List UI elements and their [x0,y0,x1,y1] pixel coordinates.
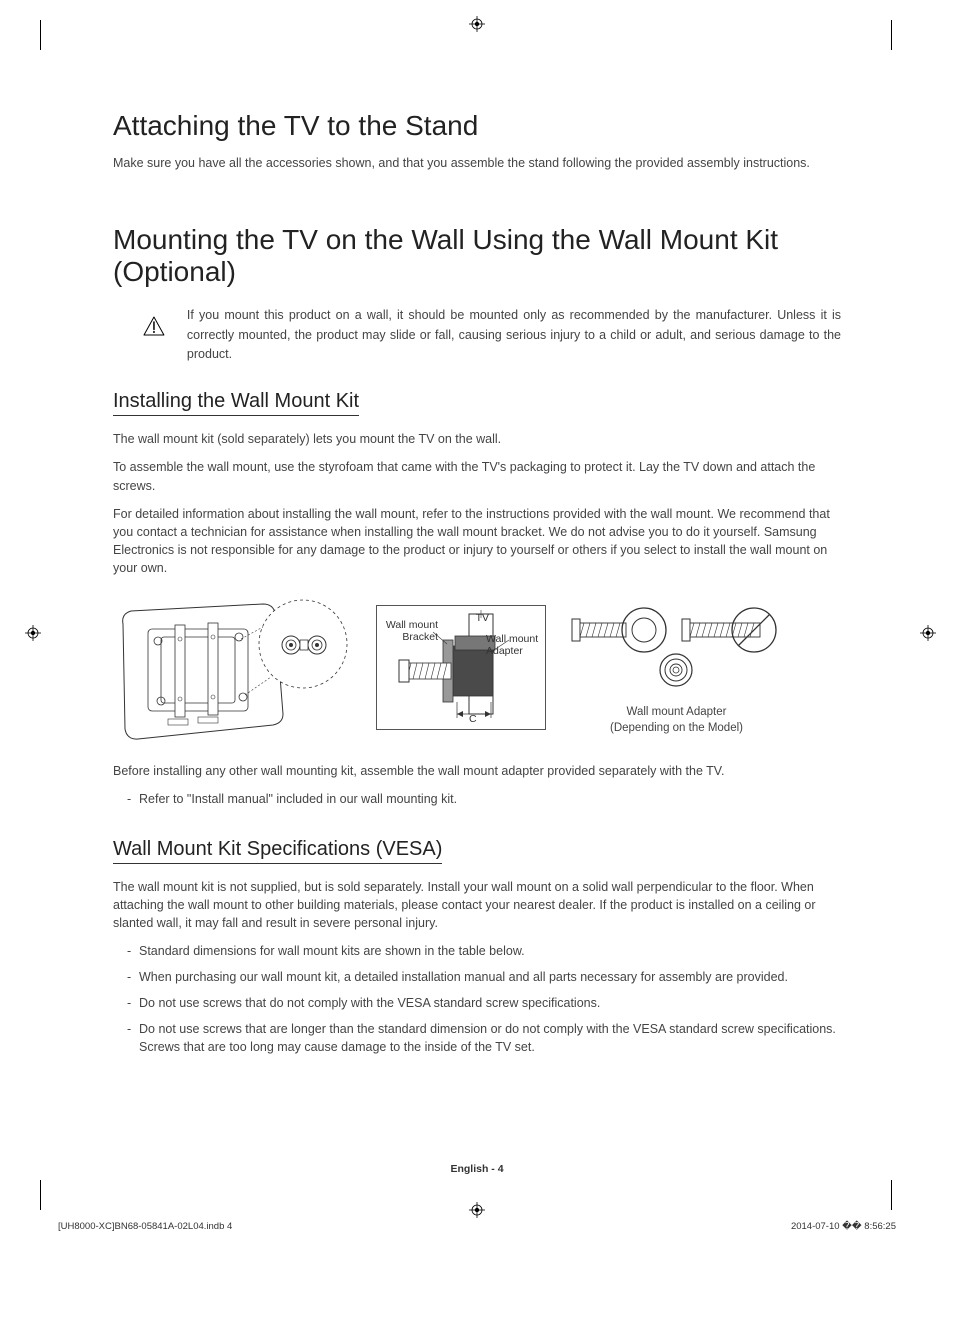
page-content: Attaching the TV to the Stand Make sure … [0,0,954,1260]
heading-vesa: Wall Mount Kit Specifications (VESA) [113,838,442,864]
footer-timestamp: 2014-07-10 �� 8:56:25 [791,1221,896,1232]
list-item: Standard dimensions for wall mount kits … [127,942,841,961]
list-item: Refer to "Install manual" included in ou… [127,790,841,809]
vesa-list: Standard dimensions for wall mount kits … [113,942,841,1057]
warning-block: If you mount this product on a wall, it … [143,306,841,364]
list-item: Do not use screws that do not comply wit… [127,994,841,1013]
diagram-label-tv: TV [476,612,489,624]
footer-filename: [UH8000-XC]BN68-05841A-02L04.indb 4 [58,1221,232,1232]
list-item: Do not use screws that are longer than t… [127,1020,841,1058]
diagram-adapter-section: TV Wall mount Bracket Wall mount Adapter… [376,605,546,730]
diagram-label-c: C [469,713,477,725]
warning-text: If you mount this product on a wall, it … [187,306,841,364]
paragraph: The wall mount kit (sold separately) let… [113,430,841,448]
paragraph: Before installing any other wall mountin… [113,762,841,780]
heading-wall-mount: Mounting the TV on the Wall Using the Wa… [113,224,841,288]
page-number: English - 4 [0,1163,954,1175]
list-item: When purchasing our wall mount kit, a de… [127,968,841,987]
paragraph: The wall mount kit is not supplied, but … [113,878,841,932]
heading-install-kit: Installing the Wall Mount Kit [113,390,359,416]
paragraph: For detailed information about installin… [113,505,841,578]
diagram-row: TV Wall mount Bracket Wall mount Adapter… [113,599,841,744]
warning-icon [143,306,165,346]
diagram-caption: (Depending on the Model) [610,722,743,734]
paragraph: Make sure you have all the accessories s… [113,154,841,172]
diagram-label-adapter: Wall mount Adapter [486,634,541,657]
diagram-label-bracket: Wall mount Bracket [383,620,438,643]
diagram-caption: Wall mount Adapter [627,706,727,718]
footer-meta: [UH8000-XC]BN68-05841A-02L04.indb 4 2014… [58,1221,896,1232]
heading-attach-stand: Attaching the TV to the Stand [113,110,841,142]
diagram-bolts: Wall mount Adapter (Depending on the Mod… [564,599,789,736]
diagram-tv-back [113,599,358,744]
paragraph: To assemble the wall mount, use the styr… [113,458,841,494]
list: Refer to "Install manual" included in ou… [113,790,841,809]
